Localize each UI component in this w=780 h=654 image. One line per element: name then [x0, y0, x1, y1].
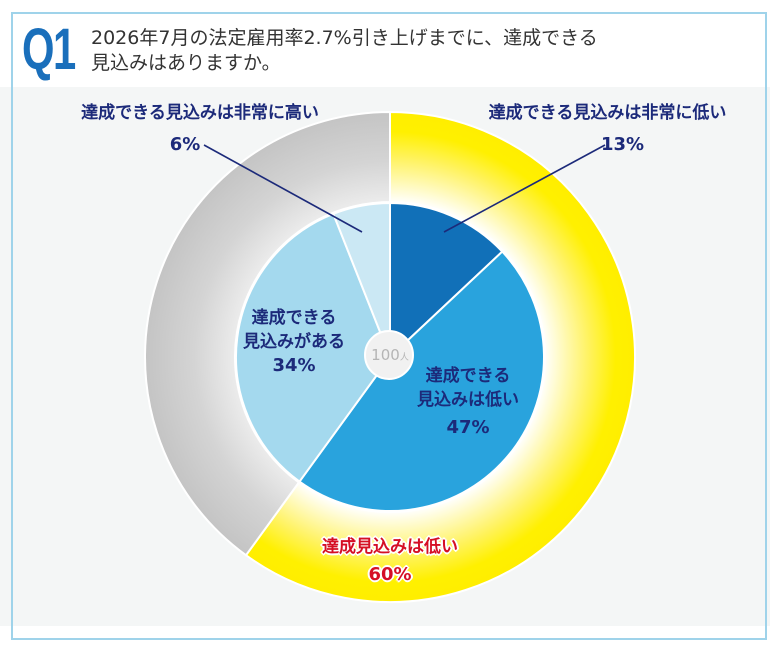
leader-line-very-high — [203, 144, 363, 233]
center-hole — [364, 330, 414, 380]
slice-very-high — [332, 201, 391, 358]
question-frame — [11, 12, 767, 640]
label-possible: 達成できる 見込みがある 34% — [243, 308, 345, 376]
leader-line-very-low — [443, 144, 606, 233]
question-line-2: 見込みはありますか。 — [91, 52, 281, 74]
label-very-high: 達成できる見込みは非常に高い 6% — [81, 103, 319, 155]
slice-low — [298, 250, 545, 512]
slice-very-low — [389, 201, 504, 360]
label-very-low: 達成できる見込みは非常に低い 13% — [488, 103, 727, 155]
label-outer-low: 達成見込みは低い 60% — [322, 537, 458, 585]
question-number: Q1 — [22, 17, 76, 82]
slice-possible — [235, 212, 392, 483]
question-text: 2026年7月の法定雇用率2.7%引き上げまでに、達成できる 見込みはありますか… — [91, 26, 731, 76]
question-line-1: 2026年7月の法定雇用率2.7%引き上げまでに、達成できる — [91, 27, 598, 49]
total-respondents: 100人 — [371, 346, 409, 364]
label-low: 達成できる 見込みは低い 47% — [417, 366, 519, 438]
inner-pie — [235, 201, 545, 512]
